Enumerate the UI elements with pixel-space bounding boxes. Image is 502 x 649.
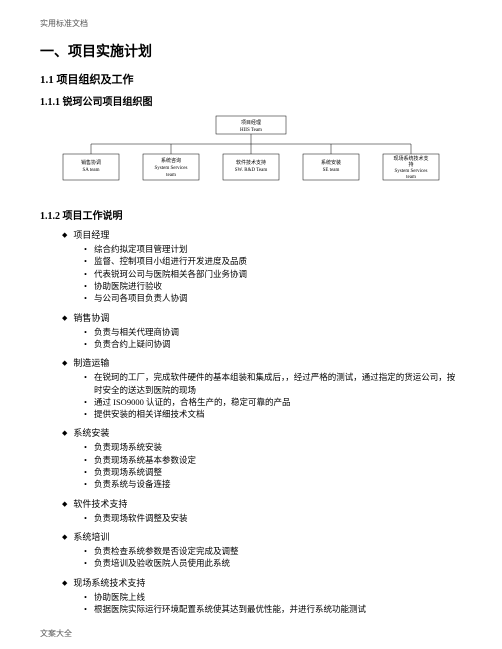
svg-text:系统安装: 系统安装 xyxy=(321,159,341,166)
svg-text:系统咨询: 系统咨询 xyxy=(161,157,181,164)
list-item: 与公司各项目负责人协调 xyxy=(84,292,462,304)
list-item: 负责现场系统基本参数设定 xyxy=(84,454,462,466)
svg-text:SE team: SE team xyxy=(323,168,340,173)
list-item: 通过 ISO9000 认证的，合格生产的，稳定可靠的产品 xyxy=(84,396,462,408)
svg-text:System Services: System Services xyxy=(155,166,188,171)
list-item: 协助医院进行验收 xyxy=(84,280,462,292)
list-item: 综合约拟定项目管理计划 xyxy=(84,243,462,255)
list-item: 提供安装的相关详细技术文档 xyxy=(84,408,462,420)
list-item: 负责现场软件调整及安装 xyxy=(84,512,462,524)
bullet-list: 负责检查系统参数是否设定完成及调整负责培训及验收医院人员使用此系统 xyxy=(84,545,462,570)
list-item: 负责合约上疑问协调 xyxy=(84,338,462,350)
list-item: 负责现场系统调整 xyxy=(84,466,462,478)
bullet-list: 负责与相关代理商协调负责合约上疑问协调 xyxy=(84,326,462,351)
heading-1: 一、项目实施计划 xyxy=(40,41,462,61)
heading-3-work: 1.1.2 项目工作说明 xyxy=(40,207,462,222)
list-item: 在锐珂的工厂，完成软件硬件的基本组装和集成后，，经过严格的测试，通过指定的货运公… xyxy=(84,371,462,396)
section-title: 软件技术支持 xyxy=(62,497,462,510)
list-item: 负责培训及验收医院人员使用此系统 xyxy=(84,557,462,569)
list-item: 负责现场系统安装 xyxy=(84,441,462,453)
bullet-list: 综合约拟定项目管理计划监督、控制项目小组进行开发进度及品质代表锐珂公司与医院相关… xyxy=(84,243,462,305)
svg-text:team: team xyxy=(406,175,416,180)
section-title: 系统培训 xyxy=(62,530,462,543)
section-title: 销售协调 xyxy=(62,311,462,324)
org-chart: 项目经理 HIIS Team 销售协调 SA team 系统咨询 System … xyxy=(40,114,462,194)
svg-text:现场系统技术支: 现场系统技术支 xyxy=(393,155,428,162)
svg-text:持: 持 xyxy=(408,161,413,168)
list-item: 负责系统与设备连接 xyxy=(84,478,462,490)
heading-2: 1.1 项目组织及工作 xyxy=(40,71,462,87)
page-header: 实用标准文档 xyxy=(40,18,462,29)
svg-text:软件技术支持: 软件技术支持 xyxy=(236,159,266,166)
page-footer: 文案大全 xyxy=(40,628,72,639)
bullet-list: 负责现场软件调整及安装 xyxy=(84,512,462,524)
sections-container: 项目经理综合约拟定项目管理计划监督、控制项目小组进行开发进度及品质代表锐珂公司与… xyxy=(40,228,462,615)
section-title: 现场系统技术支持 xyxy=(62,576,462,589)
list-item: 负责与相关代理商协调 xyxy=(84,326,462,338)
section-title: 项目经理 xyxy=(62,228,462,241)
svg-text:销售协调: 销售协调 xyxy=(81,159,101,166)
heading-3-org: 1.1.1 锐珂公司项目组织图 xyxy=(40,93,462,108)
list-item: 监督、控制项目小组进行开发进度及品质 xyxy=(84,255,462,267)
svg-text:SW. R&D Team: SW. R&D Team xyxy=(235,168,268,173)
section-title: 制造运输 xyxy=(62,356,462,369)
bullet-list: 负责现场系统安装负责现场系统基本参数设定负责现场系统调整负责系统与设备连接 xyxy=(84,441,462,490)
svg-text:System Services: System Services xyxy=(395,169,428,174)
svg-text:SA team: SA team xyxy=(82,168,99,173)
section-title: 系统安装 xyxy=(62,426,462,439)
svg-text:项目经理: 项目经理 xyxy=(241,119,261,126)
bullet-list: 在锐珂的工厂，完成软件硬件的基本组装和集成后，，经过严格的测试，通过指定的货运公… xyxy=(84,371,462,420)
svg-text:team: team xyxy=(166,173,176,178)
list-item: 代表锐珂公司与医院相关各部门业务协调 xyxy=(84,268,462,280)
svg-text:HIIS Team: HIIS Team xyxy=(240,128,262,133)
list-item: 根据医院实际运行环境配置系统使其达到最优性能，并进行系统功能测试 xyxy=(84,603,462,615)
bullet-list: 协助医院上线根据医院实际运行环境配置系统使其达到最优性能，并进行系统功能测试 xyxy=(84,591,462,616)
list-item: 协助医院上线 xyxy=(84,591,462,603)
list-item: 负责检查系统参数是否设定完成及调整 xyxy=(84,545,462,557)
